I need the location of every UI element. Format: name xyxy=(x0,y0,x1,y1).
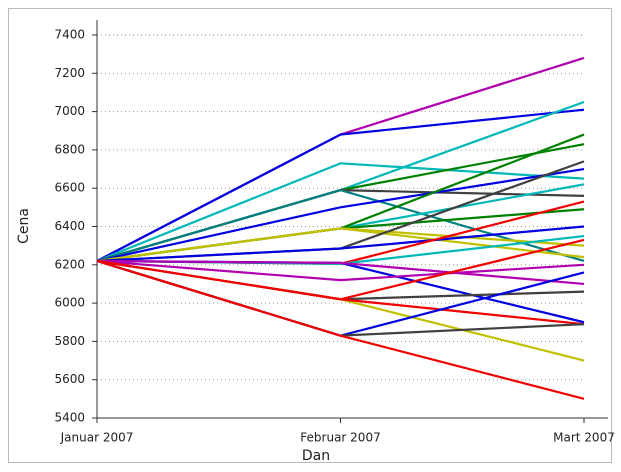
y-tick-label: 7400 xyxy=(54,28,85,42)
series-line xyxy=(96,259,585,362)
series-line xyxy=(96,188,585,263)
x-tick-label: Mart 2007 xyxy=(553,431,615,445)
y-tick-label: 5400 xyxy=(54,411,85,425)
series-line xyxy=(96,259,585,326)
x-tick-label: Februar 2007 xyxy=(300,431,380,445)
series-line xyxy=(96,162,585,262)
series-line xyxy=(96,208,585,263)
series-line xyxy=(96,225,585,263)
series-line xyxy=(96,259,585,400)
y-tick-label: 5600 xyxy=(54,372,85,386)
x-axis-label: Dan xyxy=(302,448,330,464)
series-line xyxy=(96,160,585,263)
y-tick-label: 6200 xyxy=(54,257,85,271)
y-axis-label: Cena xyxy=(16,208,32,244)
frame xyxy=(8,8,612,463)
series-line xyxy=(96,108,585,262)
series-line xyxy=(96,167,585,263)
y-tick-label: 6800 xyxy=(54,142,85,156)
y-tick-label: 7000 xyxy=(54,104,85,118)
series-line xyxy=(96,227,585,263)
series-line xyxy=(96,259,585,282)
y-tick-label: 6400 xyxy=(54,219,85,233)
y-tick-label: 5800 xyxy=(54,334,85,348)
y-tick-label: 7200 xyxy=(54,66,85,80)
y-tick-label: 6000 xyxy=(54,296,85,310)
y-tick-label: 6600 xyxy=(54,181,85,195)
series-line xyxy=(96,259,585,286)
x-tick-label: Januar 2007 xyxy=(60,431,134,445)
